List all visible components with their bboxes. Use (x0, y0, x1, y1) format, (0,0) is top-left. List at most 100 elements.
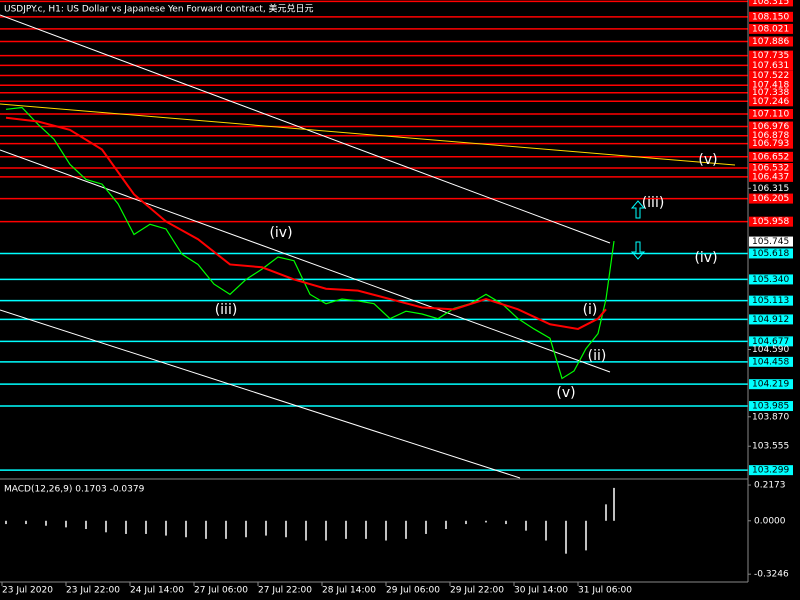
macd-bar (545, 520, 547, 541)
level-label-box (749, 23, 793, 34)
x-tick-label: 27 Jul 06:00 (194, 586, 248, 596)
wave-label: (iii) (642, 195, 665, 211)
last-price-box (749, 236, 793, 247)
y-tick-label: 106.315 (752, 184, 789, 194)
channel-line (0, 309, 521, 479)
level-label: 104.677 (752, 337, 789, 347)
level-label: 104.912 (752, 315, 789, 325)
level-label-box (749, 50, 793, 61)
wave-label: (v) (556, 385, 575, 401)
level-label: 106.976 (752, 122, 789, 132)
wave-label: (iv) (269, 225, 292, 241)
macd-bar (25, 520, 27, 525)
macd-bar (405, 520, 407, 539)
arrow-down (630, 241, 646, 260)
macd-tick-label: 0.2173 (754, 481, 786, 491)
last-price-label: 105.745 (752, 237, 789, 247)
level-label-box (749, 121, 793, 132)
level-label-box (749, 163, 793, 174)
level-label: 105.113 (752, 296, 789, 306)
macd-bar (445, 520, 447, 530)
macd-bar (525, 520, 527, 531)
macd-bar (85, 520, 87, 530)
macd-bar (45, 520, 47, 526)
level-label-box (749, 295, 793, 306)
level-label-box (749, 80, 793, 91)
level-label: 105.958 (752, 217, 789, 227)
trend-line (0, 103, 736, 166)
wave-label: (ii) (588, 348, 607, 364)
x-tick-label: 31 Jul 06:00 (578, 586, 632, 596)
level-label: 107.338 (752, 88, 789, 98)
macd-bar (565, 520, 567, 554)
level-label: 107.246 (752, 97, 789, 107)
level-label: 103.299 (752, 466, 789, 476)
macd-bar (165, 520, 167, 536)
macd-bar (605, 504, 607, 521)
channel-line (0, 149, 611, 373)
level-label-box (749, 193, 793, 204)
level-label: 107.522 (752, 71, 789, 81)
y-tick-label: 103.870 (752, 412, 789, 422)
level-label-box (749, 87, 793, 98)
level-label-box (749, 60, 793, 71)
x-tick-label: 27 Jul 22:00 (258, 586, 312, 596)
macd-bar (5, 520, 7, 525)
level-label: 106.437 (752, 172, 789, 182)
macd-bar (505, 520, 507, 525)
y-tick-label: 104.590 (752, 345, 789, 355)
level-label: 108.315 (752, 0, 789, 7)
level-label-box (749, 0, 793, 7)
macd-bar (285, 520, 287, 538)
macd-bar (225, 520, 227, 539)
macd-bar (205, 520, 207, 539)
level-label-box (749, 151, 793, 162)
level-label-box (749, 109, 793, 120)
wave-label: (iv) (694, 250, 717, 266)
price-line (5, 106, 615, 380)
macd-bar (485, 520, 487, 523)
x-tick-label: 29 Jul 06:00 (386, 586, 440, 596)
x-tick-label: 24 Jul 14:00 (130, 586, 184, 596)
macd-bar (345, 520, 347, 539)
level-label-box (749, 216, 793, 227)
macd-bar (385, 520, 387, 541)
macd-bar (305, 520, 307, 541)
macd-tick-label: 0.0000 (754, 516, 786, 526)
macd-bar (425, 520, 427, 534)
level-label-box (749, 248, 793, 259)
macd-bar (265, 520, 267, 536)
macd-bar (245, 520, 247, 538)
level-label: 107.418 (752, 81, 789, 91)
x-tick-label: 23 Jul 2020 (2, 586, 53, 596)
level-label-box (749, 11, 793, 22)
x-tick-label: 28 Jul 14:00 (322, 586, 376, 596)
macd-bar (145, 520, 147, 534)
chart-title: USDJPY.c, H1: US Dollar vs Japanese Yen … (4, 3, 314, 15)
level-label-box (749, 130, 793, 141)
level-label: 103.985 (752, 402, 789, 412)
level-label: 104.458 (752, 357, 789, 367)
level-label: 104.219 (752, 380, 789, 390)
x-tick-label: 29 Jul 22:00 (450, 586, 504, 596)
level-label: 106.652 (752, 152, 789, 162)
x-tick-label: 30 Jul 14:00 (514, 586, 568, 596)
level-label: 106.532 (752, 164, 789, 174)
level-label: 107.110 (752, 110, 789, 120)
moving-average (5, 116, 607, 330)
level-label-box (749, 379, 793, 390)
macd-bar (125, 520, 127, 534)
level-label-box (749, 274, 793, 285)
level-label-box (749, 36, 793, 47)
macd-bar (105, 520, 107, 533)
macd-bar (325, 520, 327, 541)
level-label: 108.150 (752, 12, 789, 22)
wave-label: (v) (698, 152, 717, 168)
level-label-box (749, 70, 793, 81)
level-label-box (749, 356, 793, 367)
macd-bar (185, 520, 187, 538)
level-label-box (749, 401, 793, 412)
level-label: 105.618 (752, 249, 789, 259)
macd-bar (365, 520, 367, 539)
